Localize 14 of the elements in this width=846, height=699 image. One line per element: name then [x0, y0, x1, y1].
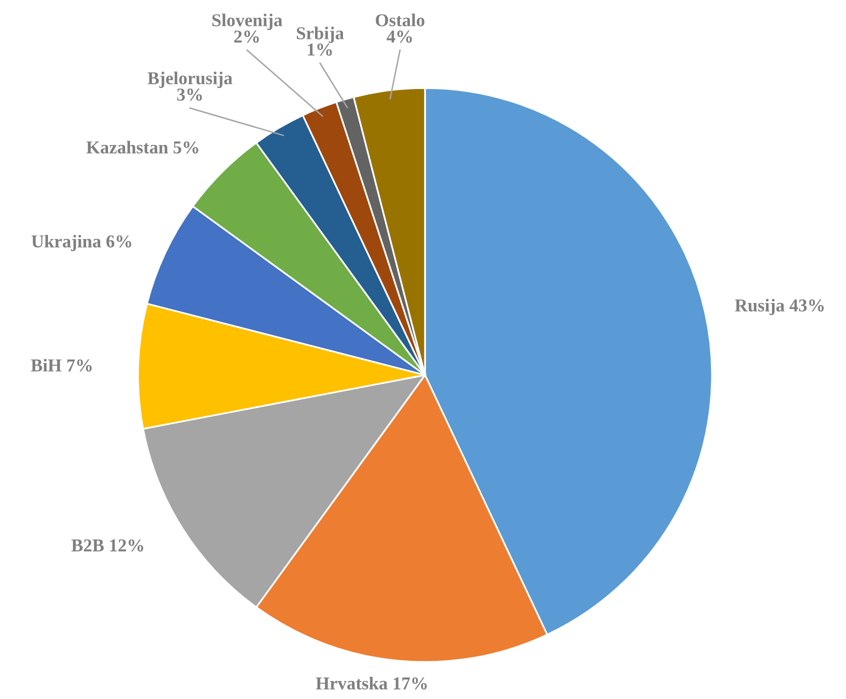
slice-label: Kazahstan 5% — [86, 140, 198, 154]
data-label: 1% — [308, 44, 332, 56]
data-label: 3% — [177, 88, 202, 101]
slice-label: Ostalo — [376, 14, 424, 26]
data-label: 2% — [234, 30, 259, 43]
slice-label: Srbija — [296, 26, 344, 43]
slice-label: Bjelorusija — [148, 72, 232, 88]
slice-label: Rusija 43% — [734, 298, 824, 316]
slice-label: Hrvatska 17% — [316, 676, 427, 690]
slice-label: B2B 12% — [71, 539, 144, 552]
slice-label: Slovenija — [212, 14, 282, 30]
data-label: 4% — [386, 30, 412, 43]
slice-label: Ukrajina 6% — [32, 234, 132, 252]
slice-label: BiH 7% — [30, 358, 92, 372]
